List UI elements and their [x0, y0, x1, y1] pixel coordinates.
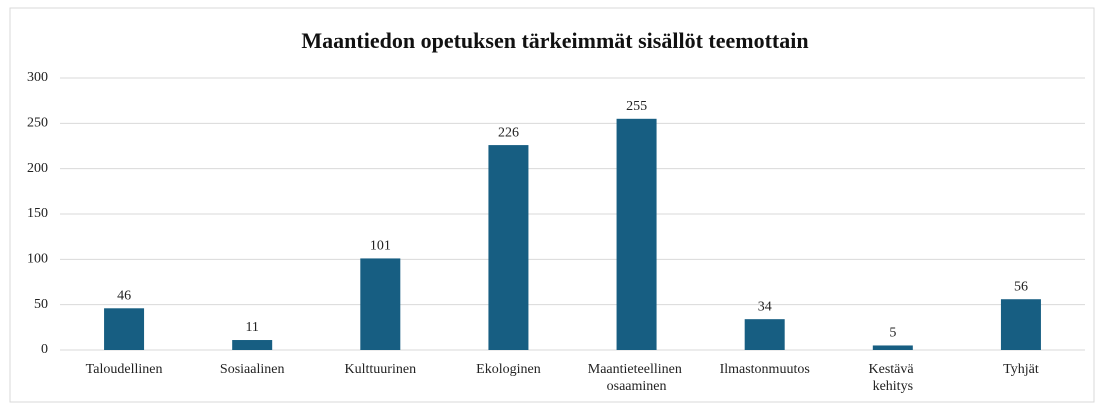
value-label: 101: [370, 239, 391, 254]
y-tick-label: 0: [41, 342, 48, 357]
y-tick-label: 150: [27, 206, 48, 221]
x-tick-label: Kulttuurinen: [345, 362, 417, 377]
value-label: 255: [626, 99, 647, 114]
value-label: 34: [758, 299, 772, 314]
y-tick-label: 200: [27, 161, 48, 176]
bar: [360, 258, 401, 350]
bar: [1000, 299, 1041, 350]
bar: [744, 319, 785, 350]
bar: [616, 118, 657, 350]
y-tick-label: 250: [27, 116, 48, 131]
y-tick-label: 300: [27, 70, 48, 85]
x-tick-label: Sosiaalinen: [220, 362, 285, 377]
x-tick-label: Ekologinen: [476, 362, 541, 377]
bar: [872, 345, 913, 350]
bar: [104, 308, 145, 350]
chart-title: Maantiedon opetuksen tärkeimmät sisällöt…: [301, 28, 808, 53]
value-label: 46: [117, 289, 131, 304]
x-tick-label: Kestävä kehitys: [869, 362, 918, 394]
x-tick-label: Ilmastonmuutos: [720, 362, 810, 377]
y-tick-label: 100: [27, 252, 48, 267]
chart-frame: [9, 7, 1095, 403]
x-tick-label: Taloudellinen: [86, 362, 163, 377]
bar: [232, 340, 273, 350]
x-tick-label: Tyhjät: [1003, 362, 1039, 377]
value-label: 226: [498, 125, 519, 140]
value-label: 5: [889, 326, 896, 341]
x-tick-label: Maantieteellinen osaaminen: [588, 362, 686, 394]
y-tick-label: 50: [34, 297, 48, 312]
value-label: 11: [245, 320, 258, 335]
bar: [488, 145, 529, 350]
value-label: 56: [1014, 279, 1028, 294]
